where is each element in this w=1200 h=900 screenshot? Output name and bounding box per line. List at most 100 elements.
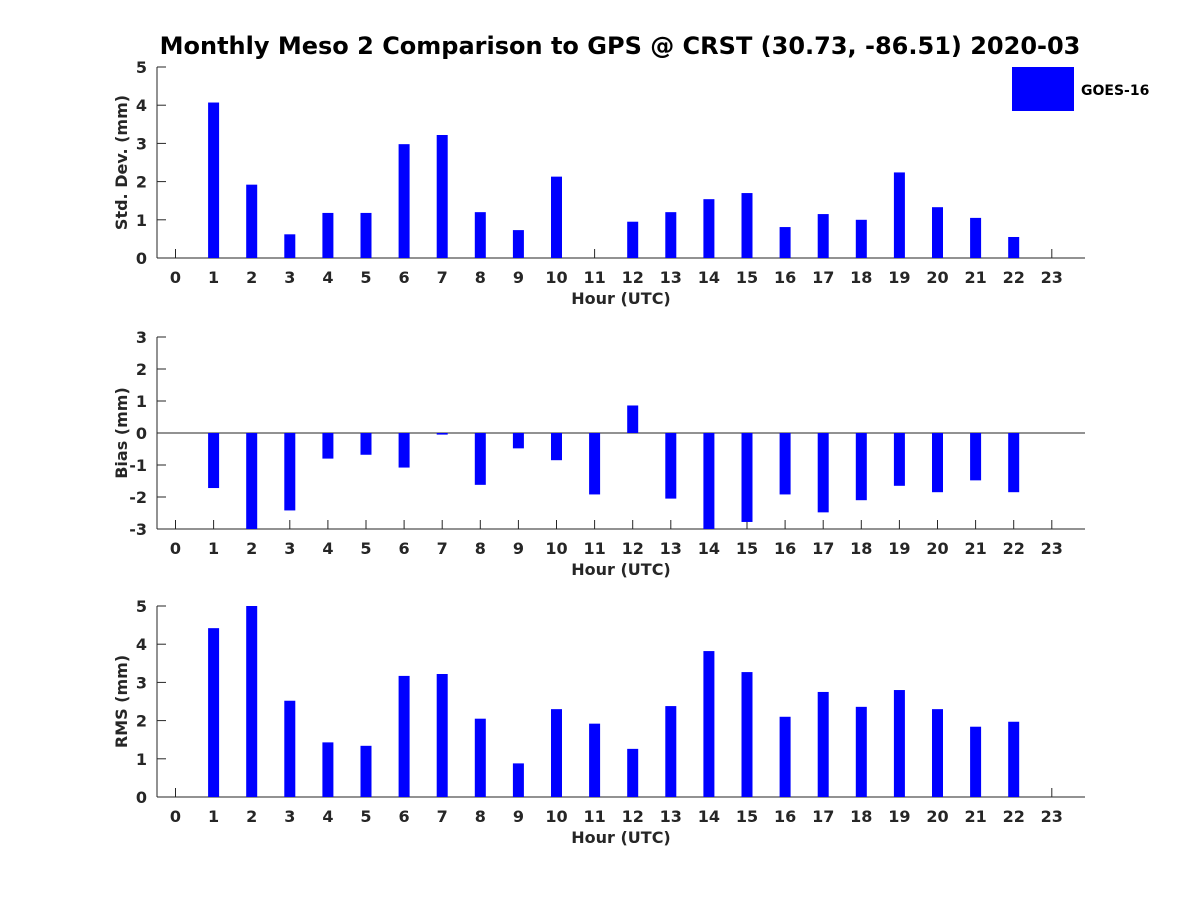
bias-bar-hour-4 <box>322 433 334 459</box>
bias-x-axis-label: Hour (UTC) <box>571 560 671 579</box>
stddev-y-tick-label: 3 <box>136 134 147 153</box>
stddev-bar-hour-14 <box>703 199 715 258</box>
stddev-x-tick-label: 6 <box>399 268 410 287</box>
rms-x-tick-label: 22 <box>1003 807 1025 826</box>
rms-x-tick-label: 5 <box>360 807 371 826</box>
stddev-bar-hour-1 <box>208 102 220 258</box>
stddev-bar-hour-13 <box>665 212 677 258</box>
rms-x-tick-label: 8 <box>475 807 486 826</box>
stddev-x-tick-label: 4 <box>322 268 333 287</box>
rms-bar-hour-7 <box>436 673 448 797</box>
rms-x-tick-label: 9 <box>513 807 524 826</box>
rms-x-tick-label: 21 <box>964 807 986 826</box>
bias-bar-hour-7 <box>436 433 448 435</box>
stddev-bar-hour-2 <box>246 184 258 258</box>
bias-x-tick-label: 0 <box>170 539 181 558</box>
bias-bar-hour-18 <box>855 433 867 501</box>
stddev-bar-hour-7 <box>436 134 448 258</box>
stddev-bar-hour-16 <box>779 227 791 258</box>
stddev-y-tick-label: 1 <box>136 211 147 230</box>
rms-x-tick-label: 19 <box>888 807 910 826</box>
bias-x-tick-label: 10 <box>545 539 567 558</box>
bias-x-tick-label: 13 <box>660 539 682 558</box>
bias-x-tick-label: 17 <box>812 539 834 558</box>
stddev-x-tick-label: 9 <box>513 268 524 287</box>
stddev-x-tick-label: 21 <box>964 268 986 287</box>
stddev-y-tick-label: 2 <box>136 173 147 192</box>
stddev-x-tick-label: 11 <box>583 268 605 287</box>
bias-y-tick-label: -2 <box>129 488 147 507</box>
stddev-x-tick-label: 22 <box>1003 268 1025 287</box>
rms-y-tick-label: 1 <box>136 750 147 769</box>
bias-bar-hour-16 <box>779 433 791 495</box>
rms-bar-hour-9 <box>512 763 524 797</box>
bias-bar-hour-1 <box>208 433 220 489</box>
bias-y-tick-label: 1 <box>136 392 147 411</box>
bias-x-tick-label: 15 <box>736 539 758 558</box>
bias-bar-hour-12 <box>627 405 639 433</box>
bias-bar-hour-22 <box>1008 433 1020 493</box>
bias-x-tick-label: 19 <box>888 539 910 558</box>
rms-bar-hour-16 <box>779 716 791 797</box>
bias-bar-hour-21 <box>970 433 982 481</box>
bias-bar-hour-9 <box>512 433 524 449</box>
stddev-x-tick-label: 8 <box>475 268 486 287</box>
bias-bar-hour-19 <box>893 433 905 486</box>
bias-bar-hour-14 <box>703 433 715 529</box>
rms-x-tick-label: 13 <box>660 807 682 826</box>
stddev-x-tick-label: 0 <box>170 268 181 287</box>
rms-x-tick-label: 2 <box>246 807 257 826</box>
bias-y-tick-label: -3 <box>129 520 147 539</box>
rms-y-tick-label: 0 <box>136 788 147 807</box>
bias-x-tick-label: 18 <box>850 539 872 558</box>
rms-bar-hour-4 <box>322 742 334 797</box>
rms-bar-hour-2 <box>246 606 258 797</box>
bias-bar-hour-15 <box>741 433 753 522</box>
rms-bar-hour-10 <box>551 709 562 797</box>
stddev-x-tick-label: 5 <box>360 268 371 287</box>
stddev-bar-hour-21 <box>970 217 982 258</box>
stddev-x-tick-label: 13 <box>660 268 682 287</box>
chart-title: Monthly Meso 2 Comparison to GPS @ CRST … <box>160 32 1081 60</box>
bias-y-tick-label: 0 <box>136 424 147 443</box>
rms-bar-hour-11 <box>589 723 601 797</box>
stddev-x-tick-label: 14 <box>698 268 720 287</box>
bias-bar-hour-6 <box>398 433 410 468</box>
bias-x-tick-label: 7 <box>437 539 448 558</box>
stddev-x-tick-label: 20 <box>926 268 948 287</box>
stddev-x-tick-label: 19 <box>888 268 910 287</box>
rms-y-axis-label: RMS (mm) <box>112 655 131 748</box>
stddev-y-tick-label: 5 <box>136 58 147 77</box>
rms-bar-hour-6 <box>398 675 410 797</box>
rms-x-tick-label: 20 <box>926 807 948 826</box>
stddev-x-tick-label: 15 <box>736 268 758 287</box>
bias-x-tick-label: 20 <box>926 539 948 558</box>
rms-y-tick-label: 4 <box>136 635 147 654</box>
rms-x-tick-label: 7 <box>437 807 448 826</box>
stddev-x-tick-label: 16 <box>774 268 796 287</box>
bias-x-tick-label: 8 <box>475 539 486 558</box>
rms-x-tick-label: 12 <box>622 807 644 826</box>
bias-x-tick-label: 22 <box>1003 539 1025 558</box>
stddev-bar-hour-8 <box>474 212 486 258</box>
rms-x-tick-label: 23 <box>1041 807 1063 826</box>
rms-bar-hour-20 <box>932 709 943 797</box>
rms-x-tick-label: 3 <box>284 807 295 826</box>
rms-bar-hour-18 <box>855 706 867 797</box>
stddev-bar-hour-18 <box>855 219 867 258</box>
bias-x-tick-label: 23 <box>1041 539 1063 558</box>
rms-bar-hour-5 <box>360 745 372 797</box>
stddev-bar-hour-17 <box>817 214 829 258</box>
legend-swatch <box>1012 67 1074 111</box>
stddev-bar-hour-10 <box>551 176 562 258</box>
rms-x-tick-label: 0 <box>170 807 181 826</box>
stddev-x-tick-label: 1 <box>208 268 219 287</box>
stddev-bar-hour-4 <box>322 212 334 258</box>
bias-bar-hour-10 <box>551 433 562 461</box>
stddev-x-tick-label: 2 <box>246 268 257 287</box>
rms-bar-hour-17 <box>817 691 829 797</box>
legend: GOES-16 <box>1012 67 1149 111</box>
